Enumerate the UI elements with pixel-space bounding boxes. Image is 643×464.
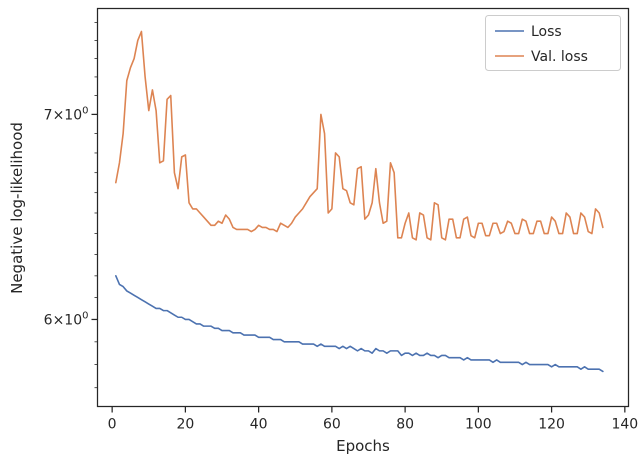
y-tick-label: 6×100 [44, 310, 89, 328]
legend-label-loss: Loss [531, 24, 562, 40]
x-axis: 0 20 40 60 80 100 120 140 [108, 406, 638, 433]
x-tick-label: 0 [108, 417, 117, 433]
x-tick-label: 140 [611, 417, 638, 433]
x-axis-label: Epochs [336, 437, 390, 455]
plot-frame [96, 7, 630, 408]
x-tick-label: 20 [176, 417, 194, 433]
series-line-loss [115, 275, 604, 373]
y-axis: 6×100 7×100 [44, 22, 98, 389]
y-tick-label: 7×100 [44, 105, 89, 123]
x-tick-label: 100 [465, 417, 492, 433]
series-line-val-loss [115, 30, 604, 241]
series-layer [115, 30, 604, 373]
legend-label-val-loss: Val. loss [531, 49, 588, 65]
x-tick-label: 60 [323, 417, 341, 433]
x-tick-label: 80 [396, 417, 414, 433]
x-tick-label: 40 [250, 417, 268, 433]
y-axis-label: Negative log-likelihood [8, 122, 26, 294]
legend: Loss Val. loss [485, 15, 621, 71]
x-tick-label: 120 [538, 417, 565, 433]
